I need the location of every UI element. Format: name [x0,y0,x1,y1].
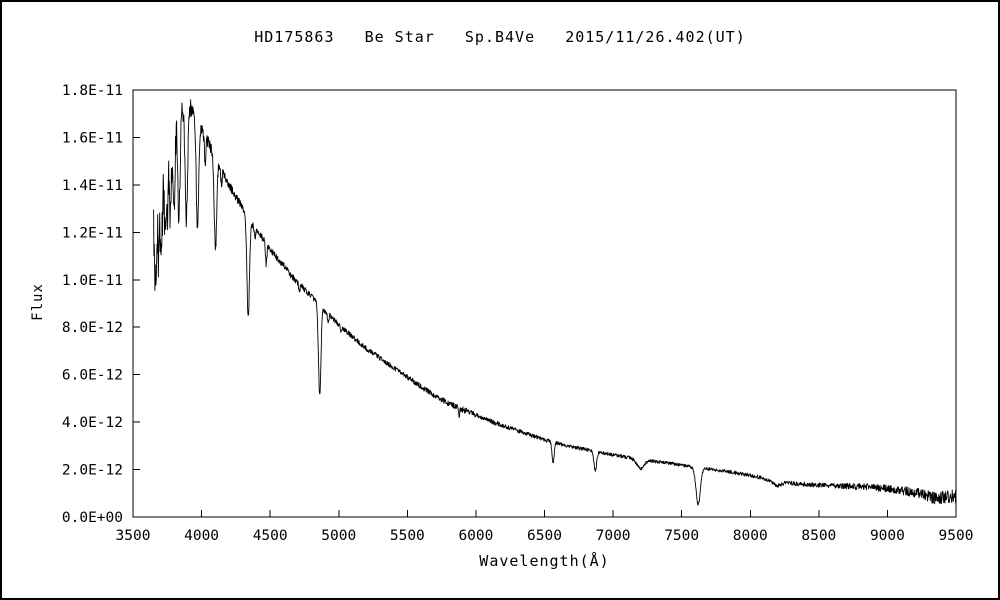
x-tick-label: 3500 [116,528,151,544]
y-tick-label: 4.0E-12 [62,415,123,431]
y-tick-label: 1.4E-11 [62,178,123,194]
x-tick-label: 8000 [733,528,768,544]
y-tick-label: 1.2E-11 [62,225,123,241]
y-tick-label: 2.0E-12 [62,463,123,479]
y-tick-label: 1.6E-11 [62,130,123,146]
y-tick-label: 6.0E-12 [62,368,123,384]
x-tick-label: 4500 [253,528,288,544]
x-tick-label: 7500 [664,528,699,544]
x-axis-label: Wavelength(Å) [479,552,610,570]
x-tick-label: 7000 [596,528,631,544]
y-tick-label: 0.0E+00 [62,510,123,526]
y-tick-label: 1.0E-11 [62,273,123,289]
spectrum-line [153,99,956,506]
x-tick-label: 6500 [527,528,562,544]
chart-title: HD175863 Be Star Sp.B4Ve 2015/11/26.402(… [254,28,746,46]
y-tick-label: 1.8E-11 [62,83,123,99]
plot-frame [132,89,957,518]
x-tick-label: 6000 [458,528,493,544]
x-tick-label: 8500 [801,528,836,544]
y-axis-label: Flux [30,283,46,321]
x-tick-label: 5000 [321,528,356,544]
x-tick-label: 5500 [390,528,425,544]
x-tick-label: 4000 [184,528,219,544]
y-tick-label: 8.0E-12 [62,320,123,336]
x-tick-label: 9500 [939,528,974,544]
x-tick-label: 9000 [870,528,905,544]
